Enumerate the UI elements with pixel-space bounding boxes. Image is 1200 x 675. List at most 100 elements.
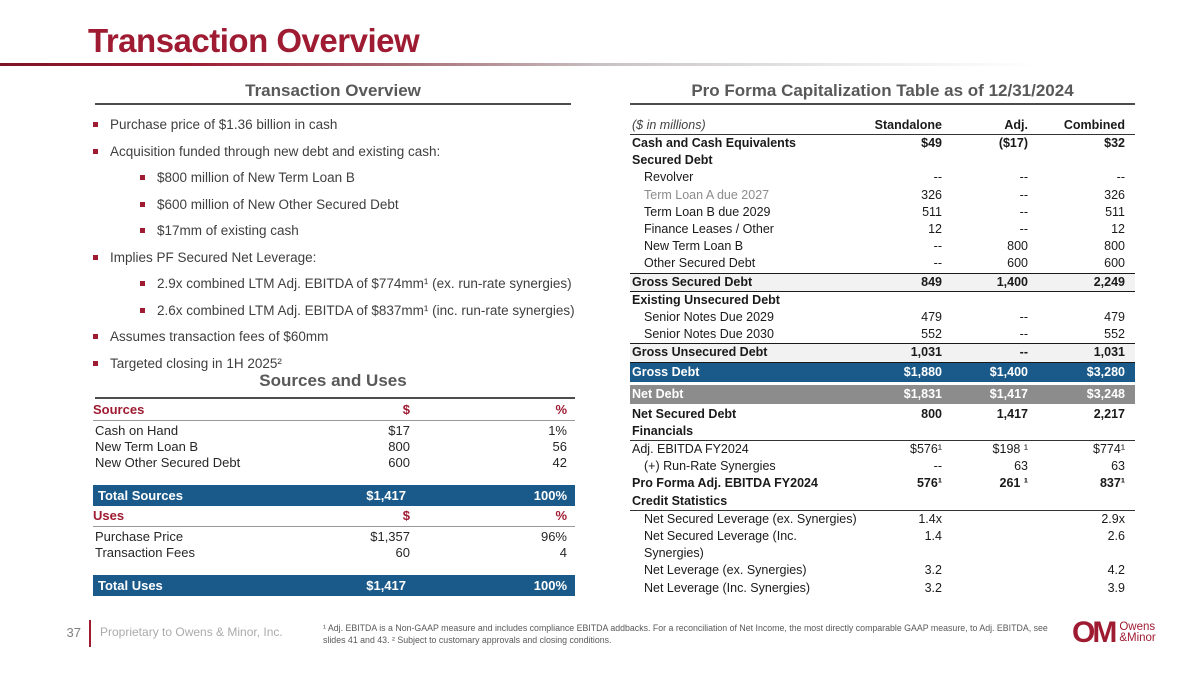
row-label: Net Secured Debt bbox=[632, 406, 737, 421]
row-amount: 600 bbox=[388, 455, 410, 470]
table-row: Cash on Hand $17 1% bbox=[93, 423, 575, 439]
bullet-text: Assumes transaction fees of $60mm bbox=[110, 329, 329, 344]
val-combined: 1,031 bbox=[1093, 345, 1125, 360]
row-label: Secured Debt bbox=[632, 153, 713, 168]
val-combined: 3.9 bbox=[1107, 580, 1125, 595]
row-label: Term Loan A due 2027 bbox=[644, 187, 770, 202]
subtotal-row: Gross Unsecured Debt 1,031 -- 1,031 bbox=[630, 343, 1135, 363]
bullet-square-icon bbox=[93, 254, 98, 260]
val-combined: 63 bbox=[1111, 459, 1125, 474]
table-row: Term Loan B due 2029 511 -- 511 bbox=[630, 204, 1135, 221]
val-adj: $1,417 bbox=[989, 386, 1028, 401]
total-sources-row: Total Sources $1,417 100% bbox=[93, 485, 575, 506]
val-standalone: 800 bbox=[921, 406, 942, 421]
title-underline bbox=[0, 63, 1040, 66]
page-title: Transaction Overview bbox=[88, 22, 420, 59]
row-amount: 800 bbox=[388, 439, 410, 454]
table-row: Other Secured Debt -- 600 600 bbox=[630, 255, 1135, 272]
bullet-square-icon bbox=[93, 148, 98, 154]
val-combined: 552 bbox=[1104, 327, 1125, 342]
row-label: Senior Notes Due 2030 bbox=[644, 327, 774, 342]
table-row: Net Leverage (Inc. Synergies) 3.2 3.9 bbox=[630, 580, 1135, 597]
val-combined: 511 bbox=[1105, 204, 1125, 219]
bullet-item: $800 million of New Term Loan B bbox=[93, 169, 583, 187]
val-standalone: $1,880 bbox=[903, 364, 942, 379]
bullet-square-icon bbox=[93, 334, 98, 339]
row-label: Net Leverage (Inc. Synergies) bbox=[644, 580, 811, 595]
val-combined: $3,280 bbox=[1086, 364, 1125, 379]
row-label: Revolver bbox=[644, 170, 694, 185]
table-row: (+) Run-Rate Synergies -- 63 63 bbox=[630, 458, 1135, 475]
table-row: Purchase Price $1,357 96% bbox=[93, 529, 575, 545]
val-adj: -- bbox=[1019, 187, 1028, 202]
col-adj: Adj. bbox=[1004, 118, 1028, 132]
bullet-text: Targeted closing in 1H 2025² bbox=[110, 355, 282, 371]
val-adj: -- bbox=[1019, 170, 1028, 185]
bullet-item: Purchase price of $1.36 billion in cash bbox=[93, 116, 583, 134]
sources-col-dollar: $ bbox=[402, 402, 410, 417]
val-combined: 4.2 bbox=[1107, 563, 1125, 578]
col-combined: Combined bbox=[1063, 118, 1125, 132]
val-adj: 800 bbox=[1007, 239, 1028, 254]
bullet-item: Assumes transaction fees of $60mm bbox=[93, 328, 583, 346]
proprietary-text: Proprietary to Owens & Minor, Inc. bbox=[100, 625, 283, 639]
table-row: Net Secured Debt 800 1,417 2,217 bbox=[630, 406, 1135, 423]
bullet-square-icon bbox=[140, 228, 145, 233]
bullet-text: $17mm of existing cash bbox=[157, 223, 299, 238]
cap-table: ($ in millions) Standalone Adj. Combined… bbox=[630, 116, 1135, 597]
row-label: Finance Leases / Other bbox=[644, 222, 774, 237]
val-combined: $774¹ bbox=[1093, 442, 1125, 457]
val-combined: 600 bbox=[1104, 256, 1125, 271]
logo-word-minor: &Minor bbox=[1119, 632, 1156, 644]
bullet-item: 2.6x combined LTM Adj. EBITDA of $837mm¹… bbox=[93, 302, 583, 320]
val-standalone: -- bbox=[933, 239, 942, 254]
bullet-square-icon bbox=[140, 201, 145, 207]
row-label: New Term Loan B bbox=[644, 239, 744, 254]
row-label: Net Secured Leverage (Inc. Synergies) bbox=[644, 529, 797, 561]
val-combined: 2,217 bbox=[1093, 406, 1125, 421]
bullet-text: Acquisition funded through new debt and … bbox=[110, 143, 441, 159]
bullet-text: 2.6x combined LTM Adj. EBITDA of $837mm¹… bbox=[157, 302, 575, 318]
bullet-item: $17mm of existing cash bbox=[93, 222, 583, 240]
row-label: Pro Forma Adj. EBITDA FY2024 bbox=[632, 476, 818, 491]
val-standalone: 479 bbox=[921, 310, 942, 325]
bullet-text: $600 million of New Other Secured Debt bbox=[157, 196, 399, 212]
sources-col-pct: % bbox=[555, 402, 567, 417]
bullet-square-icon bbox=[140, 175, 145, 180]
val-adj: 1,417 bbox=[996, 406, 1028, 421]
val-standalone: -- bbox=[933, 459, 942, 474]
total-pct: 100% bbox=[533, 578, 567, 593]
logo-wordmark: Owens &Minor bbox=[1119, 620, 1156, 645]
section-row: Financials bbox=[630, 423, 1135, 442]
val-combined: 837¹ bbox=[1099, 476, 1125, 491]
row-label: Cash and Cash Equivalents bbox=[632, 136, 796, 150]
bullet-item: $600 million of New Other Secured Debt bbox=[93, 196, 583, 214]
val-combined: $3,248 bbox=[1086, 386, 1125, 401]
uses-col-pct: % bbox=[555, 508, 567, 523]
val-standalone: 3.2 bbox=[924, 563, 942, 578]
row-pct: 4 bbox=[559, 545, 567, 560]
val-standalone: -- bbox=[933, 170, 942, 185]
sources-uses-title: Sources and Uses bbox=[259, 371, 407, 390]
units-label: ($ in millions) bbox=[632, 118, 706, 132]
val-standalone: 1.4 bbox=[924, 529, 942, 544]
row-label: Financials bbox=[632, 423, 694, 438]
val-adj: $1,400 bbox=[989, 364, 1028, 379]
om-monogram-icon: OM bbox=[1072, 616, 1117, 649]
cap-header-row: ($ in millions) Standalone Adj. Combined bbox=[630, 116, 1135, 135]
left-section-title: Transaction Overview bbox=[245, 81, 421, 100]
bullet-item: 2.9x combined LTM Adj. EBITDA of $774mm¹… bbox=[93, 275, 583, 293]
table-row: Net Secured Leverage (ex. Synergies) 1.4… bbox=[630, 511, 1135, 528]
table-row: Revolver -- -- -- bbox=[630, 169, 1135, 186]
section-row: Existing Unsecured Debt bbox=[630, 292, 1135, 309]
val-standalone: $1,831 bbox=[903, 386, 942, 401]
row-pct: 96% bbox=[540, 529, 567, 544]
table-row: New Other Secured Debt 600 42 bbox=[93, 455, 575, 471]
owens-minor-logo: OM Owens &Minor bbox=[1072, 618, 1156, 648]
row-pct: 42 bbox=[552, 455, 567, 470]
total-amount: $1,417 bbox=[366, 578, 406, 593]
val-adj: $198 ¹ bbox=[992, 442, 1028, 457]
row-label: Term Loan B due 2029 bbox=[644, 204, 771, 219]
logo-word-owens: Owens bbox=[1119, 620, 1156, 633]
row-label: Existing Unsecured Debt bbox=[632, 292, 780, 307]
